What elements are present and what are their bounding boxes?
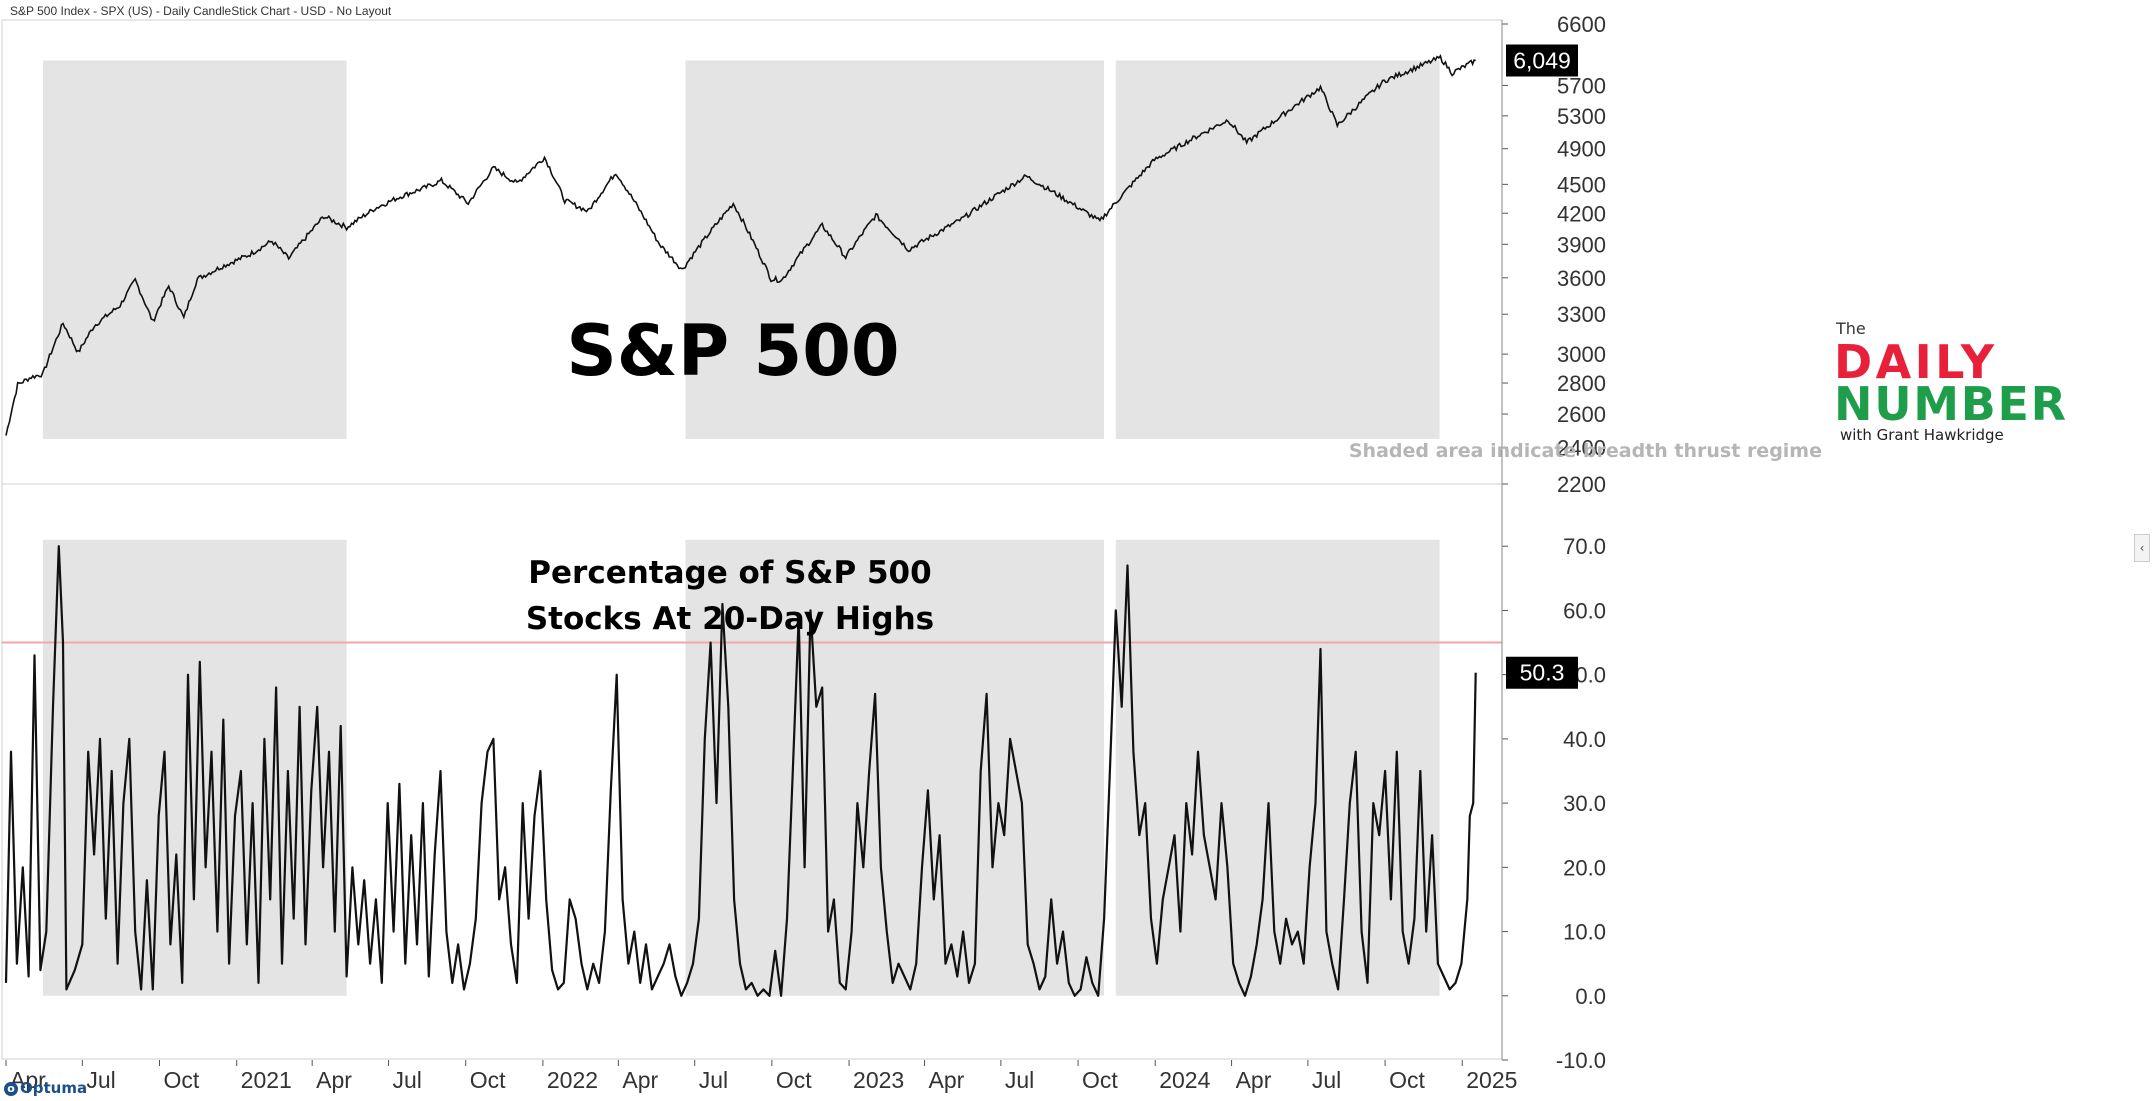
bottom-y-tick-label: 20.0 xyxy=(1563,855,1606,880)
top-y-tick-label: 4200 xyxy=(1557,201,1606,226)
bottom-chart-title-line: Percentage of S&P 500 xyxy=(528,555,931,591)
bottom-y-tick-label: -10.0 xyxy=(1556,1048,1606,1073)
x-tick-label: Jul xyxy=(393,1067,422,1093)
optuma-logo-icon: o xyxy=(4,1081,18,1096)
x-tick-label: Apr xyxy=(622,1067,658,1093)
panel-collapse-button[interactable]: ‹ xyxy=(2134,534,2150,562)
top-y-tick-label: 2400 xyxy=(1557,436,1606,461)
top-y-tick-label: 2200 xyxy=(1557,472,1606,497)
bottom-y-tick-label: 10.0 xyxy=(1563,920,1606,945)
bottom-regime-shade xyxy=(42,539,347,996)
x-tick-label: Apr xyxy=(316,1067,352,1093)
bottom-y-tick-label: 30.0 xyxy=(1563,791,1606,816)
chart-header-title: S&P 500 Index - SPX (US) - Daily CandleS… xyxy=(10,4,392,18)
x-tick-label: Oct xyxy=(1389,1067,1425,1093)
top-y-tick-label: 4500 xyxy=(1557,172,1606,197)
x-tick-label: 2021 xyxy=(241,1067,292,1093)
optuma-logo-text: Optuma xyxy=(20,1079,88,1097)
optuma-logo: o Optuma xyxy=(4,1079,87,1097)
top-y-tick-label: 5300 xyxy=(1557,104,1606,129)
x-tick-label: 2025 xyxy=(1466,1067,1517,1093)
top-last-value-box xyxy=(1506,44,1578,77)
x-tick-label: Jul xyxy=(86,1067,115,1093)
pct-20day-highs-line xyxy=(4,545,1477,997)
bottom-regime-shade xyxy=(1115,539,1440,996)
top-y-tick-label: 2600 xyxy=(1557,402,1606,427)
x-tick-label: Oct xyxy=(776,1067,812,1093)
bottom-last-value-box xyxy=(1506,656,1578,689)
logo-number: NUMBER xyxy=(1834,377,2066,431)
x-tick-label: Oct xyxy=(1082,1067,1118,1093)
x-tick-label: 2023 xyxy=(853,1067,904,1093)
regime-note: Shaded area indicate breadth thrust regi… xyxy=(1349,440,1822,462)
x-tick-label: 2024 xyxy=(1159,1067,1210,1093)
x-tick-label: Jul xyxy=(1312,1067,1341,1093)
bottom-y-tick-label: 0.0 xyxy=(1575,984,1606,1009)
x-tick-label: Apr xyxy=(929,1067,965,1093)
bottom-chart-title-line: Stocks At 20-Day Highs xyxy=(526,601,934,637)
top-y-tick-label: 5700 xyxy=(1557,73,1606,98)
x-tick-label: Oct xyxy=(164,1067,200,1093)
logo-daily: DAILY xyxy=(1834,335,1995,389)
top-regime-shade xyxy=(685,60,1105,439)
bottom-y-tick-label: 60.0 xyxy=(1563,598,1606,623)
top-y-tick-label: 3600 xyxy=(1557,266,1606,291)
x-tick-label: 2022 xyxy=(547,1067,598,1093)
logo-byline: with Grant Hawkridge xyxy=(1840,426,2004,444)
top-y-tick-label: 6600 xyxy=(1557,12,1606,37)
x-tick-label: Oct xyxy=(470,1067,506,1093)
top-regime-shade xyxy=(42,60,347,439)
top-y-tick-label: 4900 xyxy=(1557,137,1606,162)
top-last-value: 6,049 xyxy=(1513,48,1571,74)
sp500-price-line xyxy=(5,54,1476,436)
x-tick-label: Jul xyxy=(1005,1067,1034,1093)
top-y-tick-label: 2800 xyxy=(1557,371,1606,396)
bottom-y-tick-label: 70.0 xyxy=(1563,534,1606,559)
logo-the: The xyxy=(1835,319,1866,338)
top-y-tick-label: 3000 xyxy=(1557,342,1606,367)
top-y-tick-label: 3900 xyxy=(1557,232,1606,257)
top-chart-title: S&P 500 xyxy=(566,310,899,392)
bottom-last-value: 50.3 xyxy=(1520,660,1565,686)
bottom-regime-shade xyxy=(685,539,1105,996)
x-tick-label: Apr xyxy=(1236,1067,1272,1093)
bottom-y-tick-label: 40.0 xyxy=(1563,727,1606,752)
top-regime-shade xyxy=(1115,60,1440,439)
x-tick-label: Jul xyxy=(699,1067,728,1093)
top-y-tick-label: 3300 xyxy=(1557,302,1606,327)
